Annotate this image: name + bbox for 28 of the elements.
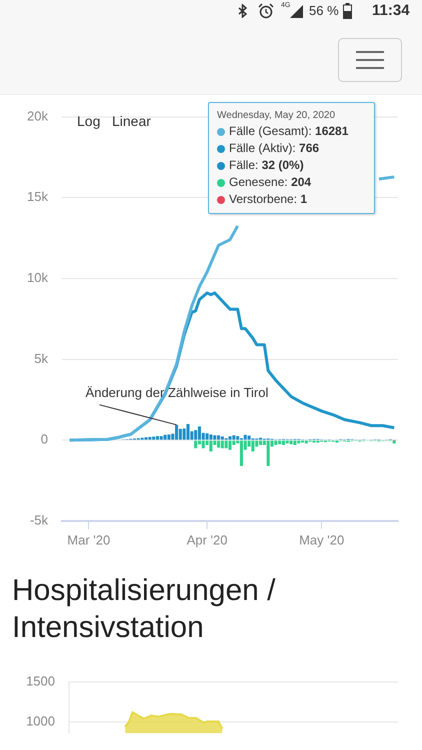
annotation: Änderung der Zählweise in Tirol: [86, 384, 268, 400]
legend-label: Verstorbene: [229, 192, 294, 206]
legend-label: Fälle (Aktiv): [229, 141, 292, 155]
legend-title: Wednesday, May 20, 2020: [217, 109, 336, 123]
annotation: : 204: [284, 175, 312, 189]
x-tick-label: Apr '20: [186, 532, 228, 548]
x-tick-label: May '20: [299, 532, 344, 548]
chart-title: Hospitalisierungen / Intensivstation: [12, 573, 276, 646]
y-tick-label: -5k: [30, 512, 48, 528]
legend-label: Fälle: [229, 158, 256, 172]
y-tick-label: 5k: [34, 350, 48, 366]
y-tick-label: 15k: [27, 189, 48, 204]
y-tick-label: 20k: [27, 108, 48, 124]
annotation: : 16281: [308, 124, 348, 138]
y-tick-label: 1500: [26, 673, 55, 688]
annotation: : 32 (0%): [255, 158, 304, 172]
y-tick-label: 10k: [27, 270, 48, 286]
x-tick-label: Mar '20: [67, 532, 110, 548]
annotation: Linear: [112, 113, 151, 129]
text: 56 %: [309, 3, 339, 18]
annotation: Log: [77, 113, 100, 129]
annotation: : 1: [294, 192, 308, 206]
y-tick-label: 1000: [26, 714, 55, 729]
annotation: : 766: [292, 141, 320, 155]
text: 11:34: [372, 2, 410, 19]
legend-label: Genesene: [229, 175, 284, 189]
legend-label: Fälle (Gesamt): [229, 124, 308, 138]
y-tick-label: 0: [40, 432, 48, 447]
